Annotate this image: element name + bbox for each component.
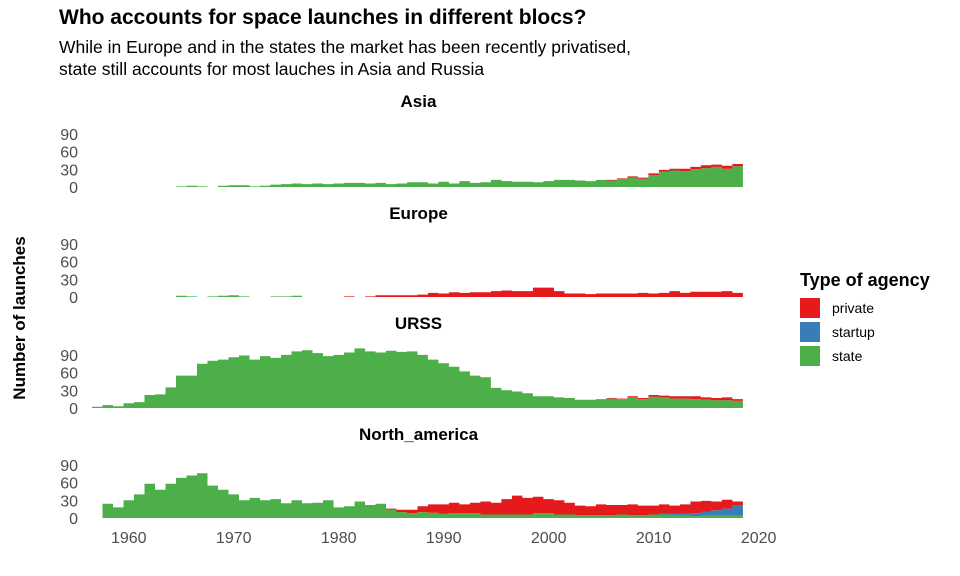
legend-label: startup — [832, 324, 875, 340]
legend-items: private startup state — [800, 296, 930, 368]
y-tick-label: 0 — [69, 401, 78, 418]
y-tick-label: 0 — [69, 290, 78, 307]
subtitle-line-2: state still accounts for most lauches in… — [59, 59, 485, 79]
y-tick-label: 30 — [60, 272, 78, 289]
subtitle-line-1: While in Europe and in the states the ma… — [59, 37, 631, 57]
legend-swatch — [800, 346, 820, 366]
legend: Type of agency private startup state — [800, 270, 930, 368]
x-tick-label: 1970 — [216, 530, 252, 547]
y-tick-label: 90 — [60, 237, 78, 254]
legend-swatch — [800, 322, 820, 342]
legend-title: Type of agency — [800, 270, 930, 290]
y-tick-label: 90 — [60, 127, 78, 144]
chart-title: Who accounts for space launches in diffe… — [59, 6, 587, 29]
y-tick-label: 60 — [60, 255, 78, 272]
legend-item-state: state — [800, 344, 930, 368]
y-tick-label: 0 — [69, 511, 78, 528]
y-tick-label: 60 — [60, 476, 78, 493]
x-tick-label: 1960 — [111, 530, 147, 547]
y-tick-label: 90 — [60, 348, 78, 365]
y-tick-label: 60 — [60, 366, 78, 383]
area-private — [92, 287, 743, 297]
area-state — [92, 295, 743, 297]
chart-subtitle: While in Europe and in the states the ma… — [59, 36, 839, 80]
x-tick-label: 2000 — [531, 530, 567, 547]
legend-item-private: private — [800, 296, 930, 320]
y-tick-label: 30 — [60, 493, 78, 510]
y-tick-label: 90 — [60, 458, 78, 475]
facet-label: Europe — [389, 204, 448, 223]
area-state — [92, 166, 743, 187]
area-private — [92, 473, 743, 518]
x-tick-label: 2010 — [636, 530, 672, 547]
legend-swatch — [800, 298, 820, 318]
x-tick-label: 2020 — [741, 530, 777, 547]
x-tick-label: 1990 — [426, 530, 462, 547]
legend-label: state — [832, 348, 863, 364]
area-state — [92, 473, 743, 518]
y-tick-label: 30 — [60, 383, 78, 400]
y-tick-label: 0 — [69, 180, 78, 197]
y-tick-label: 60 — [60, 145, 78, 162]
facet-label: URSS — [395, 314, 442, 333]
facet-label: North_america — [359, 425, 479, 444]
area-state — [92, 348, 743, 408]
legend-item-startup: startup — [800, 320, 930, 344]
legend-label: private — [832, 300, 875, 316]
x-tick-label: 1980 — [321, 530, 357, 547]
facet-label: Asia — [401, 92, 437, 111]
y-tick-label: 30 — [60, 162, 78, 179]
